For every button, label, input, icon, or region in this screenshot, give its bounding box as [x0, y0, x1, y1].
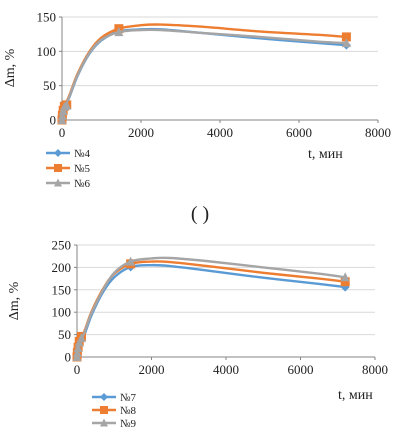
legend-item: №8	[92, 405, 136, 417]
legend-label: №7	[120, 392, 136, 404]
legend-item: №5	[46, 163, 90, 175]
legend-item: №6	[46, 178, 90, 190]
legend-label: №8	[120, 405, 136, 417]
y-tick-label: 50	[58, 327, 71, 342]
x-tick-label: 4000	[213, 362, 239, 377]
data-point	[341, 32, 351, 42]
legend-label: №4	[74, 148, 90, 160]
series-line	[75, 263, 346, 358]
series-3	[57, 27, 351, 124]
data-point	[340, 272, 350, 282]
series-line	[60, 27, 347, 121]
data-point	[57, 110, 67, 120]
legend-swatch-marker	[54, 149, 62, 157]
data-point	[62, 100, 72, 110]
series-line	[60, 28, 347, 121]
x-axis-label: t, мин	[338, 388, 373, 403]
chart-bottom: 0 50 100 150 200 250 0 2000 4000 6000 8000 Δm, % t, …	[7, 238, 388, 431]
x-axis-label: t, мин	[308, 147, 343, 162]
x-tick-label: 0	[74, 362, 81, 377]
data-point	[73, 343, 83, 353]
data-point	[341, 38, 351, 48]
y-tick-label: 100	[52, 305, 72, 320]
x-tick-label: 4000	[207, 125, 233, 140]
x-tick-label: 8000	[362, 362, 388, 377]
legend-swatch-marker	[100, 393, 108, 401]
y-tick-label: 0	[50, 113, 57, 128]
legend: №4 №5 №6	[46, 148, 90, 190]
x-tick-label: 2000	[139, 362, 165, 377]
x-tick-label: 6000	[286, 125, 312, 140]
y-axis-label: Δm, %	[7, 281, 22, 320]
legend-item: №4	[46, 148, 90, 160]
legend-swatch-marker	[100, 418, 108, 427]
y-tick-label: 50	[43, 78, 56, 93]
data-point	[126, 256, 136, 266]
y-tick-label: 200	[52, 260, 72, 275]
x-tick-label: 6000	[288, 362, 314, 377]
y-tick-label: 150	[52, 282, 72, 297]
y-tick-label: 150	[37, 10, 57, 25]
y-tick-label: 100	[37, 44, 57, 59]
x-tick-label: 8000	[365, 125, 391, 140]
y-axis-label: Δm, %	[3, 48, 18, 87]
legend-label: №5	[74, 163, 90, 175]
legend-item: №9	[92, 418, 136, 430]
data-point	[340, 277, 350, 287]
panel-label: ( )	[191, 203, 209, 225]
y-tick-label: 0	[65, 350, 72, 365]
series-3	[72, 256, 350, 361]
x-tick-label: 2000	[128, 125, 154, 140]
legend-swatch-marker	[54, 164, 62, 172]
legend-swatch-marker	[100, 406, 108, 414]
data-point	[76, 333, 86, 343]
legend-label: №9	[120, 418, 136, 430]
data-point	[72, 347, 82, 357]
legend-label: №6	[74, 178, 90, 190]
legend-swatch-marker	[54, 178, 62, 187]
x-tick-label: 0	[59, 125, 66, 140]
y-tick-label: 250	[52, 238, 72, 253]
legend-item: №7	[92, 392, 136, 404]
data-point	[114, 27, 124, 37]
